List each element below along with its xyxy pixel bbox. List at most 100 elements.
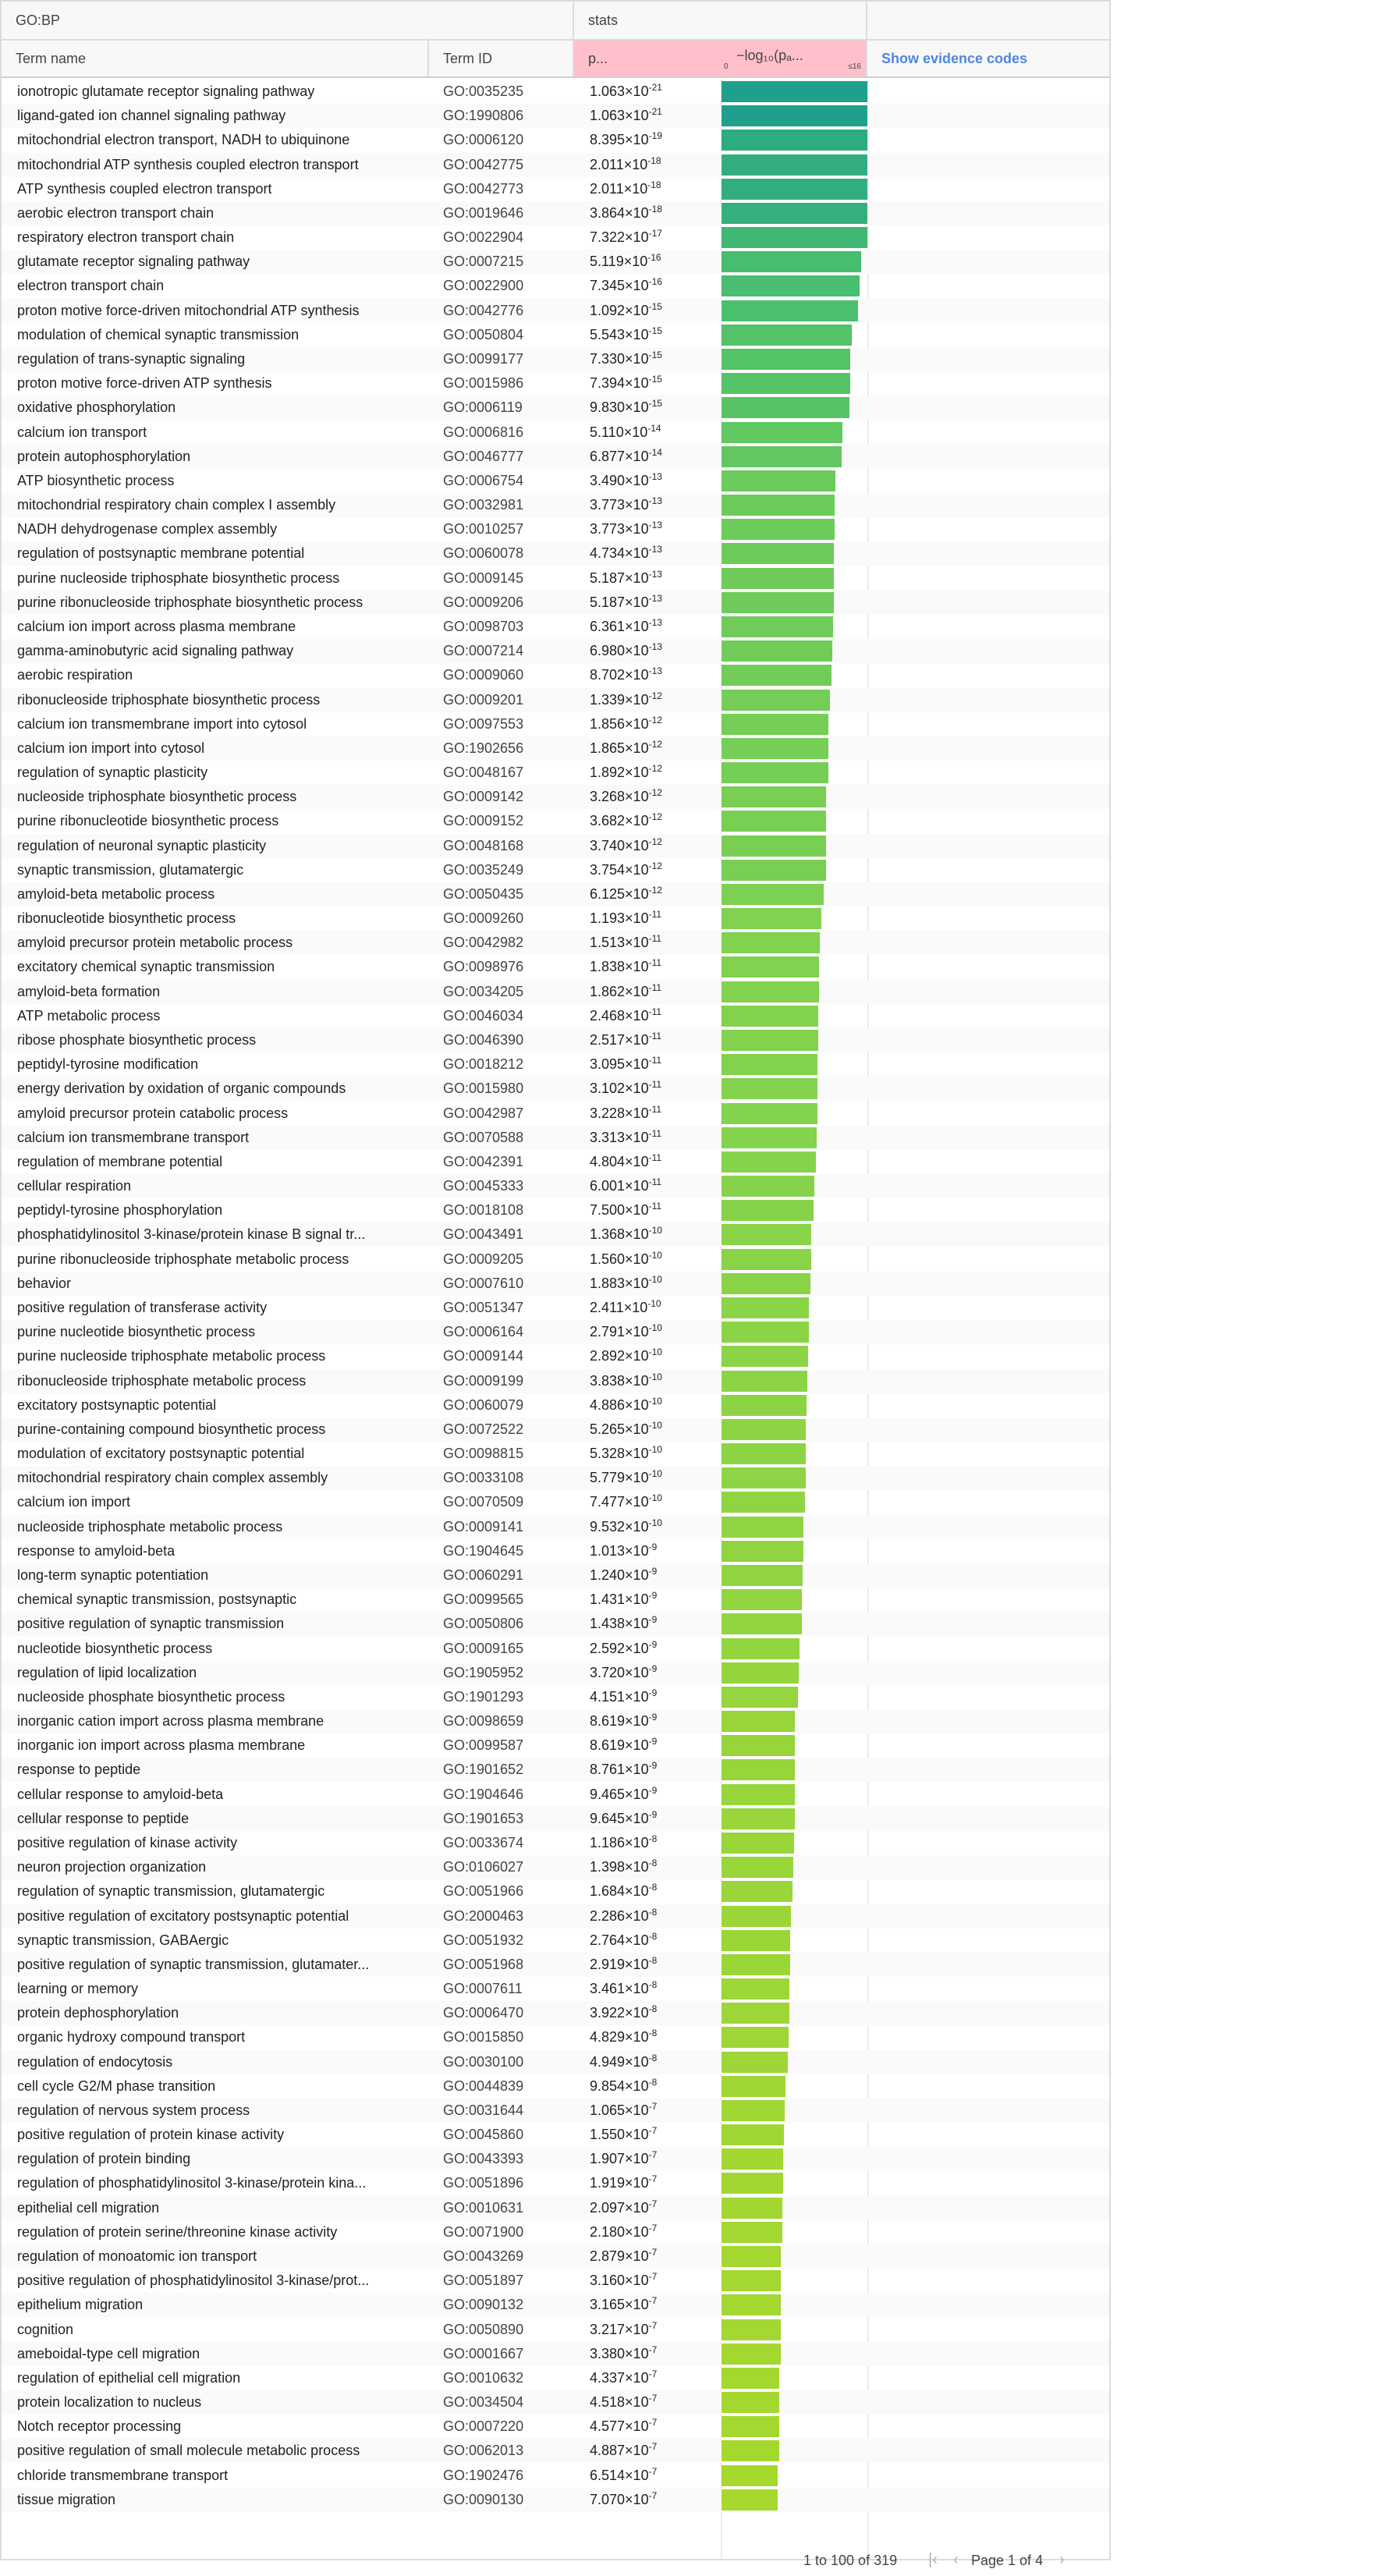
table-row[interactable]: mitochondrial ATP synthesis coupled elec…: [2, 153, 1109, 177]
table-row[interactable]: epithelium migration GO:0090132 3.165×10-7: [2, 2293, 1109, 2317]
table-row[interactable]: regulation of protein binding GO:0043393 1…: [2, 2147, 1109, 2171]
term-id[interactable]: GO:0043269: [443, 2248, 524, 2264]
table-row[interactable]: phosphatidylinositol 3-kinase/protein ki…: [2, 1222, 1109, 1247]
term-id[interactable]: GO:0106027: [443, 1859, 524, 1875]
term-id[interactable]: GO:0009141: [443, 1519, 524, 1535]
term-id[interactable]: GO:0035249: [443, 862, 524, 878]
table-row[interactable]: calcium ion transport GO:0006816 5.110×10-…: [2, 420, 1109, 445]
term-id[interactable]: GO:0009206: [443, 594, 524, 610]
first-page-icon[interactable]: |‹: [928, 2551, 938, 2568]
term-id[interactable]: GO:0015980: [443, 1080, 524, 1096]
table-row[interactable]: neuron projection organization GO:0106027…: [2, 1855, 1109, 1879]
term-id[interactable]: GO:0060291: [443, 1567, 524, 1583]
term-id[interactable]: GO:0007214: [443, 643, 524, 658]
table-row[interactable]: amyloid precursor protein catabolic proc…: [2, 1102, 1109, 1126]
term-id[interactable]: GO:0018108: [443, 1202, 524, 1218]
term-id[interactable]: GO:0007611: [443, 1981, 523, 1996]
table-row[interactable]: modulation of excitatory postsynaptic po…: [2, 1442, 1109, 1466]
table-row[interactable]: protein autophosphorylation GO:0046777 6.8…: [2, 445, 1109, 469]
column-header-p-value[interactable]: p...: [574, 41, 721, 76]
table-row[interactable]: cell cycle G2/M phase transition GO:00448…: [2, 2074, 1109, 2099]
term-id[interactable]: GO:0009142: [443, 789, 524, 804]
term-id[interactable]: GO:2000463: [443, 1908, 524, 1924]
term-id[interactable]: GO:0071900: [443, 2224, 524, 2240]
term-id[interactable]: GO:0098659: [443, 1713, 524, 1729]
table-row[interactable]: regulation of endocytosis GO:0030100 4.949…: [2, 2050, 1109, 2074]
table-row[interactable]: modulation of chemical synaptic transmis…: [2, 323, 1109, 347]
table-row[interactable]: electron transport chain GO:0022900 7.345×…: [2, 274, 1109, 298]
table-row[interactable]: peptidyl-tyrosine phosphorylation GO:0018…: [2, 1198, 1109, 1222]
term-id[interactable]: GO:0035235: [443, 83, 524, 99]
term-id[interactable]: GO:0033674: [443, 1835, 524, 1850]
table-row[interactable]: purine nucleotide biosynthetic process GO…: [2, 1320, 1109, 1344]
table-row[interactable]: purine ribonucleotide biosynthetic proce…: [2, 809, 1109, 833]
term-id[interactable]: GO:0099565: [443, 1591, 524, 1607]
term-id[interactable]: GO:0015850: [443, 2029, 524, 2045]
table-row[interactable]: mitochondrial electron transport, NADH t…: [2, 128, 1109, 152]
table-row[interactable]: positive regulation of synaptic transmis…: [2, 1953, 1109, 1977]
term-id[interactable]: GO:0045860: [443, 2127, 524, 2142]
table-row[interactable]: ATP synthesis coupled electron transport…: [2, 177, 1109, 201]
table-row[interactable]: regulation of lipid localization GO:19059…: [2, 1661, 1109, 1685]
table-row[interactable]: chemical synaptic transmission, postsyna…: [2, 1588, 1109, 1612]
table-row[interactable]: regulation of monoatomic ion transport GO…: [2, 2244, 1109, 2269]
term-id[interactable]: GO:0022904: [443, 229, 524, 245]
term-id[interactable]: GO:0046390: [443, 1032, 524, 1048]
table-row[interactable]: long-term synaptic potentiation GO:006029…: [2, 1563, 1109, 1588]
term-id[interactable]: GO:0006120: [443, 132, 524, 147]
column-header-term-name[interactable]: Term name: [2, 41, 429, 76]
term-id[interactable]: GO:0099177: [443, 351, 524, 367]
term-id[interactable]: GO:0019646: [443, 205, 524, 221]
table-row[interactable]: ATP biosynthetic process GO:0006754 3.490×…: [2, 469, 1109, 493]
table-row[interactable]: proton motive force-driven ATP synthesis…: [2, 371, 1109, 396]
table-row[interactable]: ameboidal-type cell migration GO:0001667 3…: [2, 2342, 1109, 2366]
term-id[interactable]: GO:0009144: [443, 1348, 524, 1364]
term-id[interactable]: GO:0009145: [443, 570, 524, 586]
table-row[interactable]: behavior GO:0007610 1.883×10-10: [2, 1272, 1109, 1296]
table-row[interactable]: positive regulation of small molecule me…: [2, 2439, 1109, 2463]
term-id[interactable]: GO:0042982: [443, 935, 524, 950]
table-row[interactable]: cellular respiration GO:0045333 6.001×10-1…: [2, 1174, 1109, 1198]
term-id[interactable]: GO:0009260: [443, 910, 524, 926]
term-id[interactable]: GO:0009205: [443, 1251, 524, 1267]
table-row[interactable]: purine ribonucleoside triphosphate biosy…: [2, 591, 1109, 615]
table-row[interactable]: regulation of synaptic transmission, glu…: [2, 1879, 1109, 1904]
term-id[interactable]: GO:0060078: [443, 545, 524, 561]
table-row[interactable]: positive regulation of kinase activity GO…: [2, 1831, 1109, 1855]
previous-page-icon[interactable]: ‹: [953, 2551, 959, 2568]
table-row[interactable]: regulation of protein serine/threonine k…: [2, 2220, 1109, 2244]
table-row[interactable]: nucleoside triphosphate biosynthetic pro…: [2, 785, 1109, 809]
table-row[interactable]: synaptic transmission, glutamatergic GO:0…: [2, 858, 1109, 882]
table-row[interactable]: ionotropic glutamate receptor signaling …: [2, 80, 1109, 104]
term-id[interactable]: GO:0050435: [443, 886, 524, 902]
table-row[interactable]: mitochondrial respiratory chain complex …: [2, 1466, 1109, 1490]
table-row[interactable]: regulation of postsynaptic membrane pote…: [2, 541, 1109, 566]
term-id[interactable]: GO:0007610: [443, 1276, 524, 1291]
table-row[interactable]: cognition GO:0050890 3.217×10-7: [2, 2318, 1109, 2342]
next-page-icon[interactable]: ›: [1059, 2551, 1065, 2568]
table-row[interactable]: positive regulation of excitatory postsy…: [2, 1904, 1109, 1928]
term-id[interactable]: GO:0010257: [443, 521, 524, 537]
table-row[interactable]: regulation of membrane potential GO:00423…: [2, 1150, 1109, 1174]
table-row[interactable]: amyloid-beta metabolic process GO:0050435…: [2, 882, 1109, 907]
term-id[interactable]: GO:0048168: [443, 838, 524, 853]
term-id[interactable]: GO:0009199: [443, 1373, 524, 1389]
column-header-term-id[interactable]: Term ID: [429, 41, 574, 76]
table-row[interactable]: respiratory electron transport chain GO:0…: [2, 225, 1109, 250]
term-id[interactable]: GO:0051932: [443, 1932, 524, 1948]
term-id[interactable]: GO:1901653: [443, 1811, 524, 1826]
table-row[interactable]: purine nucleoside triphosphate biosynthe…: [2, 566, 1109, 591]
table-row[interactable]: calcium ion transmembrane transport GO:00…: [2, 1126, 1109, 1150]
term-id[interactable]: GO:0097553: [443, 716, 524, 732]
term-id[interactable]: GO:0022900: [443, 278, 524, 293]
term-id[interactable]: GO:0045333: [443, 1178, 524, 1194]
term-id[interactable]: GO:0034205: [443, 984, 524, 999]
table-row[interactable]: excitatory postsynaptic potential GO:0060…: [2, 1393, 1109, 1418]
term-id[interactable]: GO:0042776: [443, 303, 524, 318]
table-row[interactable]: ribose phosphate biosynthetic process GO:…: [2, 1028, 1109, 1052]
term-id[interactable]: GO:0044839: [443, 2078, 524, 2094]
term-id[interactable]: GO:1990806: [443, 108, 524, 123]
term-id[interactable]: GO:0046034: [443, 1008, 524, 1024]
term-id[interactable]: GO:0009165: [443, 1641, 524, 1656]
table-row[interactable]: proton motive force-driven mitochondrial…: [2, 299, 1109, 323]
